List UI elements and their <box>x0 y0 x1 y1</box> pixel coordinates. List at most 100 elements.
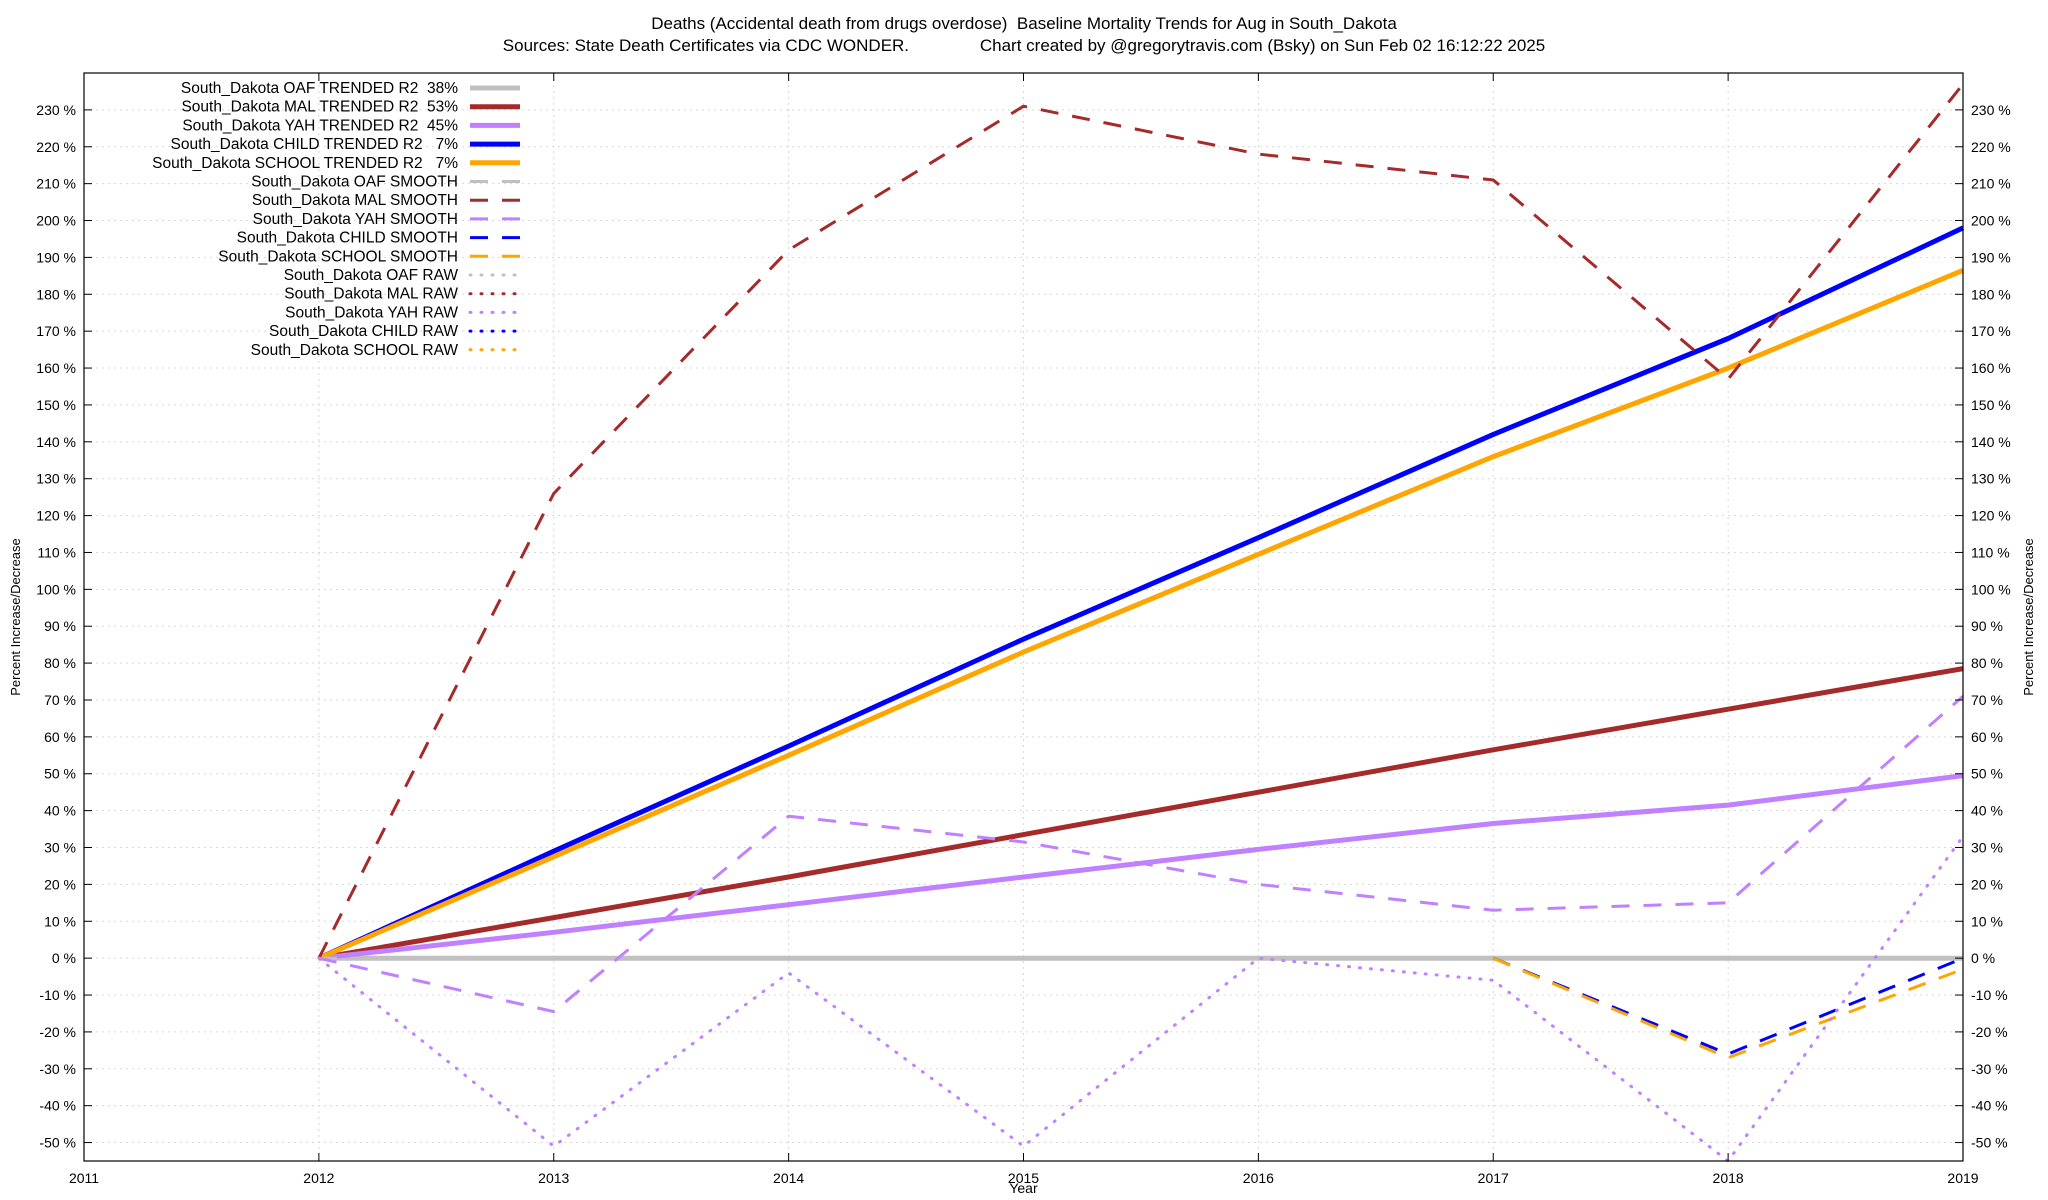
legend-label: South_Dakota CHILD TRENDED R2 7% <box>171 136 459 153</box>
y2-tick-label: 160 % <box>1971 360 2011 376</box>
y-tick-label: 220 % <box>36 139 76 155</box>
series-line <box>318 666 1964 961</box>
y2-tick-label: 140 % <box>1971 434 2011 450</box>
series-line <box>1492 956 1964 1060</box>
y2-axis-label: Percent Increase/Decrease <box>2021 538 2036 696</box>
chart-title: Deaths (Accidental death from drugs over… <box>651 14 1397 33</box>
y-tick-label: 30 % <box>44 840 76 856</box>
axis-ticks: -50 % -50 % -40 % -40 % -30 % -30 % -20 % -20 %… <box>36 73 2011 1186</box>
y-tick-label: 0 % <box>52 950 76 966</box>
y2-tick-label: 30 % <box>1971 840 2003 856</box>
y2-tick-label: 70 % <box>1971 692 2003 708</box>
y2-tick-label: -10 % <box>1971 987 2008 1003</box>
y2-tick-label: 170 % <box>1971 323 2011 339</box>
grid-lines <box>83 73 1964 1161</box>
y2-tick-label: 90 % <box>1971 618 2003 634</box>
y-tick-label: 110 % <box>37 544 76 560</box>
y2-tick-label: -40 % <box>1971 1098 2008 1114</box>
x-tick-label: 2019 <box>1947 1170 1978 1186</box>
y-tick-label: 20 % <box>44 876 76 892</box>
x-tick-label: 2011 <box>69 1170 99 1186</box>
legend-label: South_Dakota OAF RAW <box>284 267 459 284</box>
y-tick-label: 50 % <box>44 766 76 782</box>
legend-label: South_Dakota YAH RAW <box>285 304 458 321</box>
y2-tick-label: 60 % <box>1971 729 2003 745</box>
series-line <box>318 773 1964 961</box>
y2-tick-label: 120 % <box>1971 508 2011 524</box>
y2-tick-label: 0 % <box>1971 950 1995 966</box>
legend-label: South_Dakota MAL TRENDED R2 53% <box>181 99 458 116</box>
y-tick-label: 100 % <box>36 581 76 597</box>
y-tick-label: 120 % <box>36 508 76 524</box>
series-lines <box>317 83 1965 1163</box>
y-tick-label: 180 % <box>36 286 76 302</box>
y2-tick-label: -50 % <box>1971 1135 2008 1151</box>
y-tick-label: -10 % <box>39 987 76 1003</box>
legend-label: South_Dakota YAH TRENDED R2 45% <box>182 117 458 134</box>
legend-label: South_Dakota SCHOOL SMOOTH <box>218 248 458 265</box>
y-tick-label: -40 % <box>39 1098 76 1114</box>
y2-tick-label: 100 % <box>1971 581 2011 597</box>
y2-tick-label: 220 % <box>1971 139 2011 155</box>
y-tick-label: 90 % <box>44 618 76 634</box>
x-axis-label: Year <box>1009 1180 1038 1196</box>
y-tick-label: 190 % <box>36 249 76 265</box>
y2-tick-label: 50 % <box>1971 766 2003 782</box>
y2-tick-label: 230 % <box>1971 102 2011 118</box>
y2-tick-label: 180 % <box>1971 286 2011 302</box>
series-line <box>318 695 1964 1014</box>
y-tick-label: -30 % <box>39 1061 76 1077</box>
x-tick-label: 2014 <box>773 1170 804 1186</box>
legend: South_Dakota OAF TRENDED R2 38% South_Dak… <box>152 80 522 359</box>
y-tick-label: 170 % <box>36 323 76 339</box>
y2-tick-label: 40 % <box>1971 803 2003 819</box>
y2-tick-label: 210 % <box>1971 176 2011 192</box>
y2-tick-label: -20 % <box>1971 1024 2008 1040</box>
legend-label: South_Dakota CHILD SMOOTH <box>237 230 458 247</box>
chart-subtitle: Sources: State Death Certificates via CD… <box>502 36 1546 55</box>
y-tick-label: 140 % <box>36 434 76 450</box>
y-tick-label: -50 % <box>39 1135 76 1151</box>
legend-label: South_Dakota OAF TRENDED R2 38% <box>181 80 458 97</box>
y-tick-label: 200 % <box>36 213 76 229</box>
legend-label: South_Dakota OAF SMOOTH <box>251 174 458 191</box>
y2-tick-label: -30 % <box>1971 1061 2008 1077</box>
series-line <box>317 267 1964 961</box>
y2-tick-label: 110 % <box>1971 544 2010 560</box>
x-tick-label: 2017 <box>1478 1170 1509 1186</box>
legend-label: South_Dakota SCHOOL TRENDED R2 7% <box>152 155 458 172</box>
y2-tick-label: 200 % <box>1971 213 2011 229</box>
y-axis-label: Percent Increase/Decrease <box>8 538 23 696</box>
y2-tick-label: 150 % <box>1971 397 2011 413</box>
series-line <box>1492 956 1964 1056</box>
y-tick-label: 160 % <box>36 360 76 376</box>
legend-label: South_Dakota CHILD RAW <box>269 323 458 340</box>
y2-tick-label: 20 % <box>1971 876 2003 892</box>
y2-tick-label: 80 % <box>1971 655 2003 671</box>
y2-tick-label: 130 % <box>1971 471 2011 487</box>
y-tick-label: 210 % <box>36 176 76 192</box>
x-tick-label: 2018 <box>1713 1170 1744 1186</box>
x-tick-label: 2016 <box>1243 1170 1274 1186</box>
legend-label: South_Dakota MAL SMOOTH <box>252 192 458 209</box>
series-line <box>317 834 1965 1163</box>
y-tick-label: -20 % <box>39 1024 76 1040</box>
y2-tick-label: 190 % <box>1971 249 2011 265</box>
y-tick-label: 10 % <box>44 913 76 929</box>
y-tick-label: 80 % <box>44 655 76 671</box>
y-tick-label: 230 % <box>36 102 76 118</box>
legend-label: South_Dakota YAH SMOOTH <box>253 211 458 228</box>
series-line <box>317 225 1965 961</box>
y-tick-label: 60 % <box>44 729 76 745</box>
x-tick-label: 2012 <box>303 1170 334 1186</box>
y-tick-label: 150 % <box>36 397 76 413</box>
series-line <box>317 83 1965 959</box>
legend-label: South_Dakota MAL RAW <box>284 286 458 303</box>
x-tick-label: 2015 <box>1008 1170 1039 1186</box>
y-tick-label: 40 % <box>44 803 76 819</box>
y2-tick-label: 10 % <box>1971 913 2003 929</box>
x-tick-label: 2013 <box>538 1170 569 1186</box>
y-tick-label: 70 % <box>44 692 76 708</box>
y-tick-label: 130 % <box>36 471 76 487</box>
